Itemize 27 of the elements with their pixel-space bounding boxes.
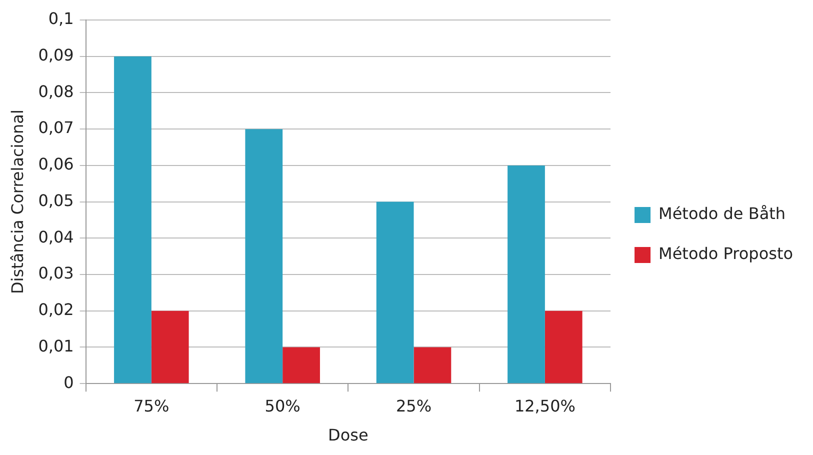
bar <box>376 202 414 384</box>
y-tick-label: 0,09 <box>38 46 74 65</box>
x-axis-title: Dose <box>328 426 368 445</box>
bar <box>282 347 320 384</box>
y-axis-title: Distância Correlacional <box>8 110 27 294</box>
y-tick-label: 0,07 <box>38 118 74 138</box>
bar <box>508 165 545 384</box>
x-tick-label: 75% <box>134 396 170 416</box>
y-tick-label: 0,03 <box>38 264 74 283</box>
y-tick-label: 0,1 <box>48 9 74 28</box>
y-tick-label: 0,05 <box>38 190 74 210</box>
y-tick-label: 0,01 <box>38 336 74 356</box>
bar <box>245 129 283 384</box>
bar <box>151 310 189 384</box>
y-tick-label: 0,08 <box>38 82 74 101</box>
y-tick-label: 0 <box>64 372 74 392</box>
legend-label: Método de Båth <box>658 204 786 224</box>
bar <box>414 347 452 384</box>
bar <box>544 310 582 384</box>
legend-label: Método Proposto <box>658 244 793 264</box>
y-tick-label: 0,02 <box>38 300 74 320</box>
x-tick-label: 25% <box>396 396 432 416</box>
x-tick-label: 50% <box>264 396 300 416</box>
y-tick-label: 0,06 <box>38 154 74 174</box>
x-tick-label: 12,50% <box>514 396 576 416</box>
y-tick-label: 0,04 <box>38 227 74 246</box>
bar <box>114 56 152 384</box>
